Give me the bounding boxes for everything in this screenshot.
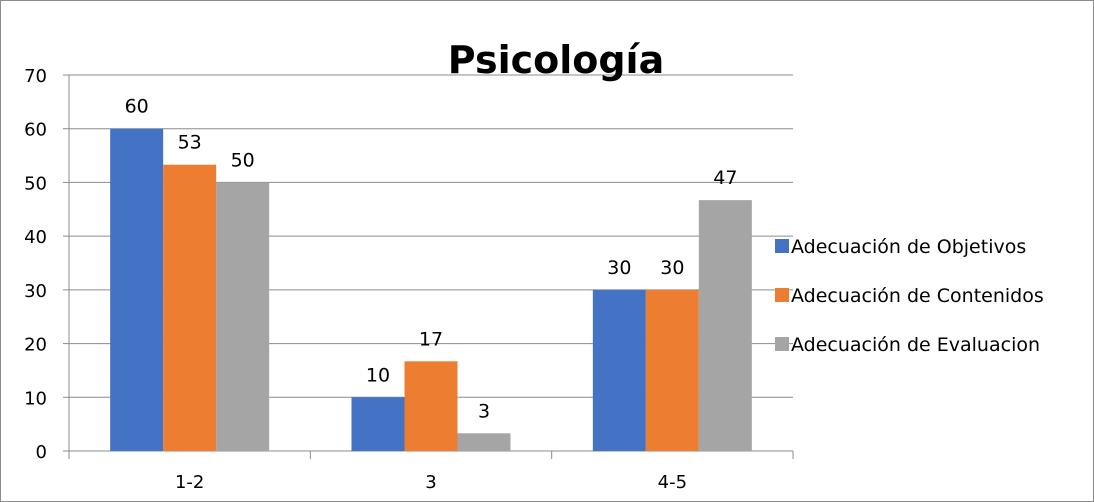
bar	[645, 289, 699, 451]
y-tick-label: 70	[24, 66, 47, 87]
data-labels: 60 53 50 10 17 3 30 30 47	[125, 96, 738, 423]
bar	[404, 361, 458, 451]
data-label: 30	[660, 257, 684, 279]
bar	[216, 182, 270, 451]
data-label: 53	[178, 132, 202, 154]
legend-swatch	[775, 337, 789, 351]
bar	[592, 289, 646, 451]
y-axis: 0 10 20 30 40 50 60 70	[24, 66, 70, 463]
y-tick-label: 40	[24, 227, 47, 248]
x-axis: 1-2 3 4-5	[68, 450, 794, 493]
bar	[351, 397, 405, 451]
y-tick-label: 0	[36, 442, 47, 463]
x-tick-label: 3	[425, 472, 436, 493]
data-label: 60	[125, 96, 149, 118]
legend: Adecuación de Objetivos Adecuación de Con…	[775, 236, 1044, 356]
y-tick-label: 20	[24, 335, 47, 356]
data-label: 17	[419, 328, 443, 350]
bar	[110, 128, 164, 451]
legend-swatch	[775, 239, 789, 253]
data-label: 47	[713, 167, 737, 189]
y-tick-label: 50	[24, 173, 47, 194]
data-label: 30	[607, 257, 631, 279]
data-label: 10	[366, 364, 390, 386]
y-tick-label: 30	[24, 281, 47, 302]
x-tick-label: 1-2	[175, 472, 204, 493]
legend-label: Adecuación de Objetivos	[791, 236, 1026, 258]
data-label: 3	[478, 400, 490, 422]
legend-label: Adecuación de Evaluacion	[791, 334, 1040, 356]
y-tick-label: 10	[24, 388, 47, 409]
x-tick-label: 4-5	[658, 472, 687, 493]
legend-swatch	[775, 288, 789, 302]
bars	[110, 128, 752, 451]
data-label: 50	[231, 149, 255, 171]
bar	[698, 200, 752, 451]
bar	[457, 433, 511, 451]
y-tick-label: 60	[24, 120, 47, 141]
bar	[163, 164, 217, 451]
legend-label: Adecuación de Contenidos	[791, 285, 1044, 307]
chart-title: Psicología	[448, 38, 664, 82]
